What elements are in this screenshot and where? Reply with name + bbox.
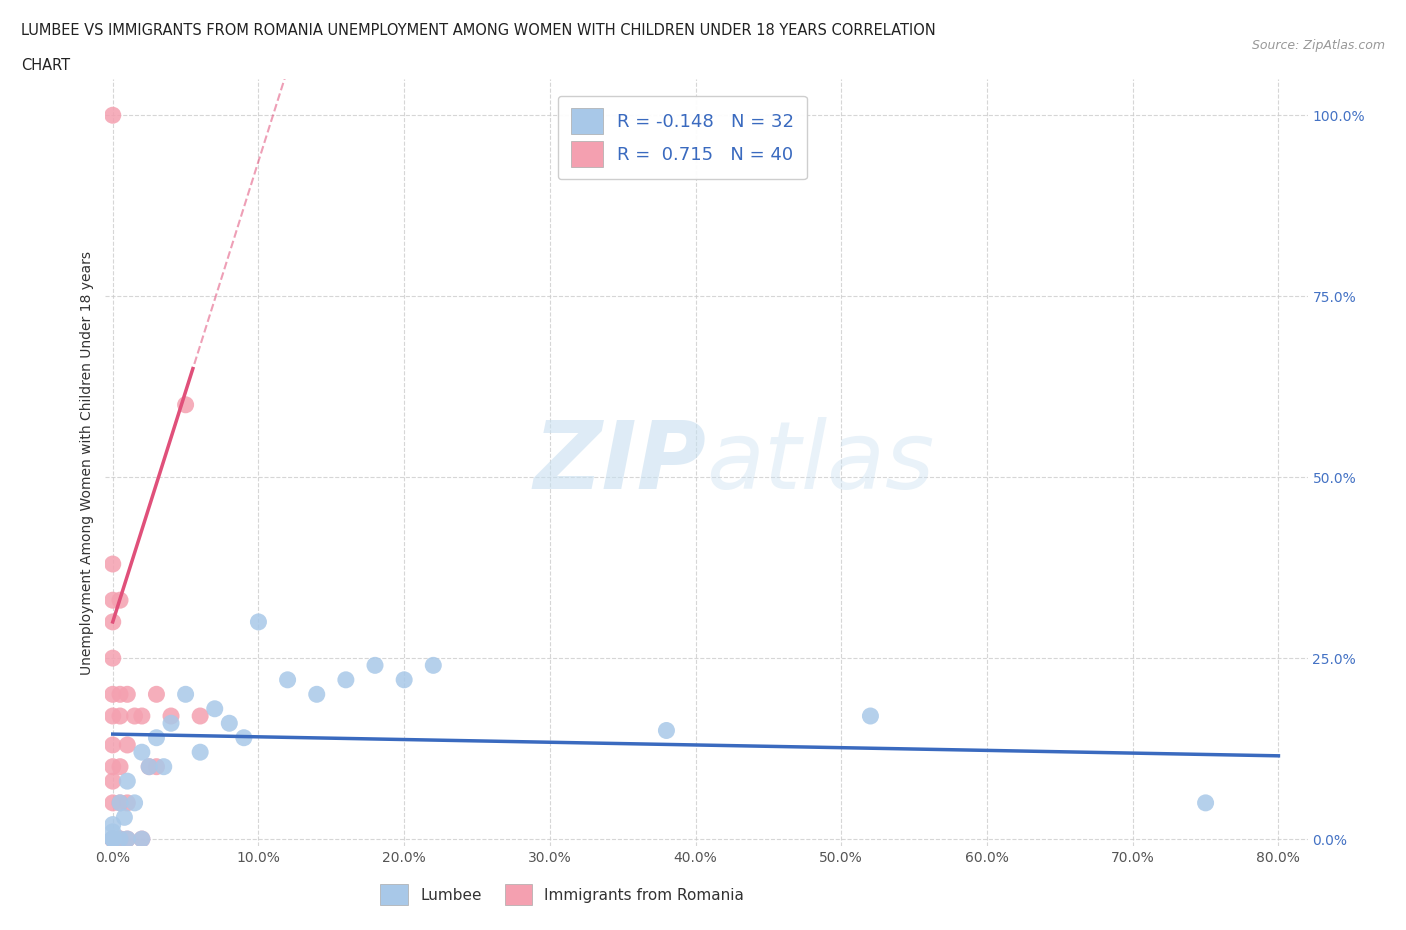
Point [101,831,124,846]
Point [117,774,139,789]
Point [218,716,240,731]
Text: CHART: CHART [21,58,70,73]
Point [232,730,254,745]
Point [101,831,124,846]
Point [174,397,197,412]
Point [101,831,124,846]
Point [138,759,160,774]
Point [101,774,124,789]
Point [305,687,328,702]
Point [655,723,678,737]
Point [101,817,124,832]
Point [138,759,160,774]
Point [101,556,124,571]
Point [108,831,131,846]
Point [131,831,153,846]
Point [131,745,153,760]
Point [101,831,124,846]
Point [392,672,415,687]
Point [101,831,124,846]
Point [859,709,882,724]
Point [174,687,197,702]
Point [101,831,124,846]
Text: Source: ZipAtlas.com: Source: ZipAtlas.com [1251,39,1385,52]
Point [124,795,146,810]
Point [101,108,124,123]
Point [124,709,146,724]
Point [101,824,124,839]
Point [101,831,124,846]
Point [101,831,124,846]
Point [145,687,167,702]
Point [108,687,131,702]
Y-axis label: Unemployment Among Women with Children Under 18 years: Unemployment Among Women with Children U… [80,251,94,674]
Point [101,831,124,846]
Point [145,759,167,774]
Point [108,795,131,810]
Text: LUMBEE VS IMMIGRANTS FROM ROMANIA UNEMPLOYMENT AMONG WOMEN WITH CHILDREN UNDER 1: LUMBEE VS IMMIGRANTS FROM ROMANIA UNEMPL… [21,23,936,38]
Point [101,687,124,702]
Point [204,701,226,716]
Point [101,592,124,607]
Point [117,687,139,702]
Point [101,831,124,846]
Point [422,658,444,672]
Point [101,651,124,666]
Point [101,615,124,630]
Point [108,831,131,846]
Point [152,759,174,774]
Point [117,795,139,810]
Point [188,745,211,760]
Point [108,795,131,810]
Legend: Lumbee, Immigrants from Romania: Lumbee, Immigrants from Romania [374,878,751,911]
Point [1194,795,1216,810]
Point [145,730,167,745]
Point [335,672,357,687]
Point [188,709,211,724]
Point [131,709,153,724]
Point [277,672,299,687]
Point [108,831,131,846]
Point [131,831,153,846]
Point [108,709,131,724]
Text: atlas: atlas [707,418,935,508]
Point [364,658,387,672]
Point [101,831,124,846]
Point [117,831,139,846]
Text: ZIP: ZIP [534,417,707,509]
Point [101,709,124,724]
Point [101,795,124,810]
Point [117,831,139,846]
Point [160,716,183,731]
Point [112,810,135,825]
Point [101,831,124,846]
Point [101,759,124,774]
Point [247,615,270,630]
Point [117,737,139,752]
Point [160,709,183,724]
Point [108,592,131,607]
Point [108,759,131,774]
Point [101,737,124,752]
